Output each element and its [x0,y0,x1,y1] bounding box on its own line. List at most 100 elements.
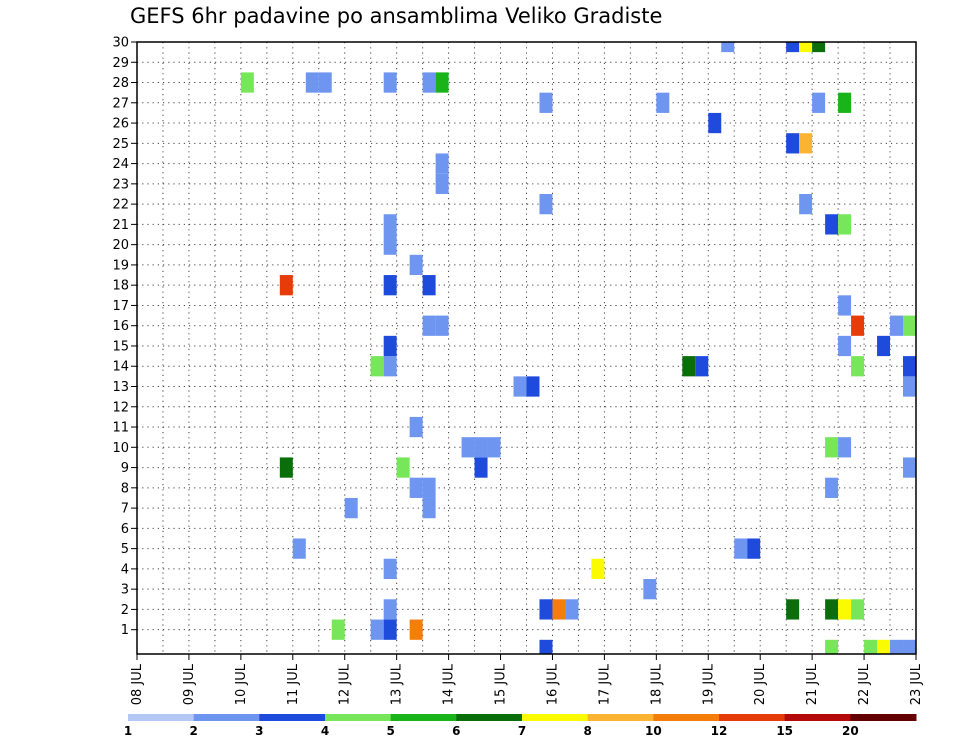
y-tick-label: 25 [112,137,129,152]
colorbar-segment [522,714,589,721]
precip-cell-member-21 [838,214,852,235]
precip-cell-member-5 [734,538,748,559]
colorbar-label: 8 [583,724,591,738]
y-tick-label: 21 [112,218,129,233]
precip-cell-member-18 [422,275,436,296]
y-tick-label: 11 [112,421,129,436]
x-tick-label: 15 JUL [494,663,509,705]
chart-title: GEFS 6hr padavine po ansamblima Veliko G… [130,4,663,28]
precip-cell-member-27 [656,92,670,113]
precip-cell-member-4 [383,558,397,580]
y-tick-label: 19 [112,258,129,273]
y-tick-label: 7 [121,502,129,517]
precip-cell-member-23 [435,173,449,194]
x-tick-label: 09 JUL [182,663,197,705]
x-tick-label: 20 JUL [753,663,768,705]
y-tick-label: 12 [112,400,129,415]
precip-cell-member-16 [903,315,916,336]
precip-cell-member-2 [383,599,397,620]
precip-cell-member-10 [825,437,839,458]
precip-cell-member-2 [786,599,800,620]
precip-cell-member-5 [292,538,306,559]
precip-cell-member-26 [708,112,722,134]
precip-cell-member-30 [721,42,735,53]
y-tick-label: 4 [121,562,129,577]
precip-cell-member-2 [565,599,579,620]
x-tick-label: 11 JUL [286,663,301,705]
precip-cell-member-22 [799,193,813,215]
precip-cell-member-2 [838,599,852,620]
precip-cell-member-14 [383,356,397,377]
precip-cell-member-1 [331,619,345,640]
colorbar-segment [850,714,917,721]
precip-cell-member-28 [318,72,332,93]
precip-cell-member-21 [825,214,839,235]
precip-cell-member-13 [513,376,527,397]
colorbar-label: 2 [189,724,197,738]
precip-cell-member-1 [383,619,397,640]
precip-cell-member-27 [812,92,826,113]
precip-cell-member-2 [552,599,566,620]
precip-cell-member-0 [864,639,878,654]
x-tick-label: 22 JUL [857,663,872,705]
precip-cell-member-5 [747,538,761,559]
precip-cell-member-8 [825,477,839,498]
y-tick-label: 2 [121,603,129,618]
precip-cell-member-9 [903,457,916,478]
colorbar-segment [390,714,457,721]
y-tick-label: 29 [112,56,129,71]
x-tick-label: 19 JUL [701,663,716,705]
y-tick-label: 18 [112,279,129,294]
y-tick-label: 14 [112,360,129,375]
precip-cell-member-2 [851,599,865,620]
y-tick-label: 27 [112,96,129,111]
y-tick-label: 6 [121,522,129,537]
precip-cell-member-10 [461,437,475,458]
precip-cell-member-0 [877,639,891,654]
colorbar-segment [128,714,195,721]
y-tick-label: 16 [112,319,129,334]
precip-cell-member-27 [838,92,852,113]
precip-cell-member-7 [422,497,436,519]
colorbar-label: 6 [452,724,460,738]
precip-cell-member-30 [812,42,826,53]
precip-cell-member-10 [487,437,501,458]
precip-cell-member-30 [799,42,813,53]
precip-cell-member-11 [409,416,423,438]
precip-cell-member-28 [240,72,254,93]
precip-cell-member-14 [370,356,384,377]
precip-cell-member-21 [383,214,397,235]
colorbar-label: 3 [255,724,263,738]
precip-cell-member-17 [838,295,852,316]
precip-cell-member-2 [539,599,553,620]
precip-cell-member-14 [695,356,709,377]
colorbar-segment [719,714,786,721]
colorbar-label: 4 [321,724,329,738]
y-tick-label: 20 [112,238,129,253]
x-tick-label: 21 JUL [805,663,820,705]
colorbar-segment [259,714,326,721]
precip-cell-member-28 [383,72,397,93]
x-tick-label: 17 JUL [597,663,612,705]
precip-cell-member-10 [838,437,852,458]
y-tick-label: 22 [112,198,129,213]
precip-cell-member-28 [435,72,449,93]
precip-cell-member-27 [539,92,553,113]
y-tick-label: 5 [121,542,129,557]
precip-cell-member-0 [890,639,904,654]
precip-cell-member-0 [539,639,553,654]
colorbar-label: 1 [124,724,132,738]
precip-cell-member-13 [526,376,540,397]
y-tick-label: 30 [112,36,129,51]
precip-cell-member-25 [786,133,800,154]
precip-cell-member-15 [838,335,852,357]
y-tick-label: 17 [112,299,129,314]
precip-cell-member-9 [474,457,488,478]
colorbar-label: 10 [645,724,662,738]
precip-cell-member-22 [539,193,553,215]
colorbar-segment [653,714,720,721]
precip-cell-member-18 [383,275,397,296]
precip-cell-member-0 [825,639,839,654]
precip-cell-member-19 [409,254,423,276]
